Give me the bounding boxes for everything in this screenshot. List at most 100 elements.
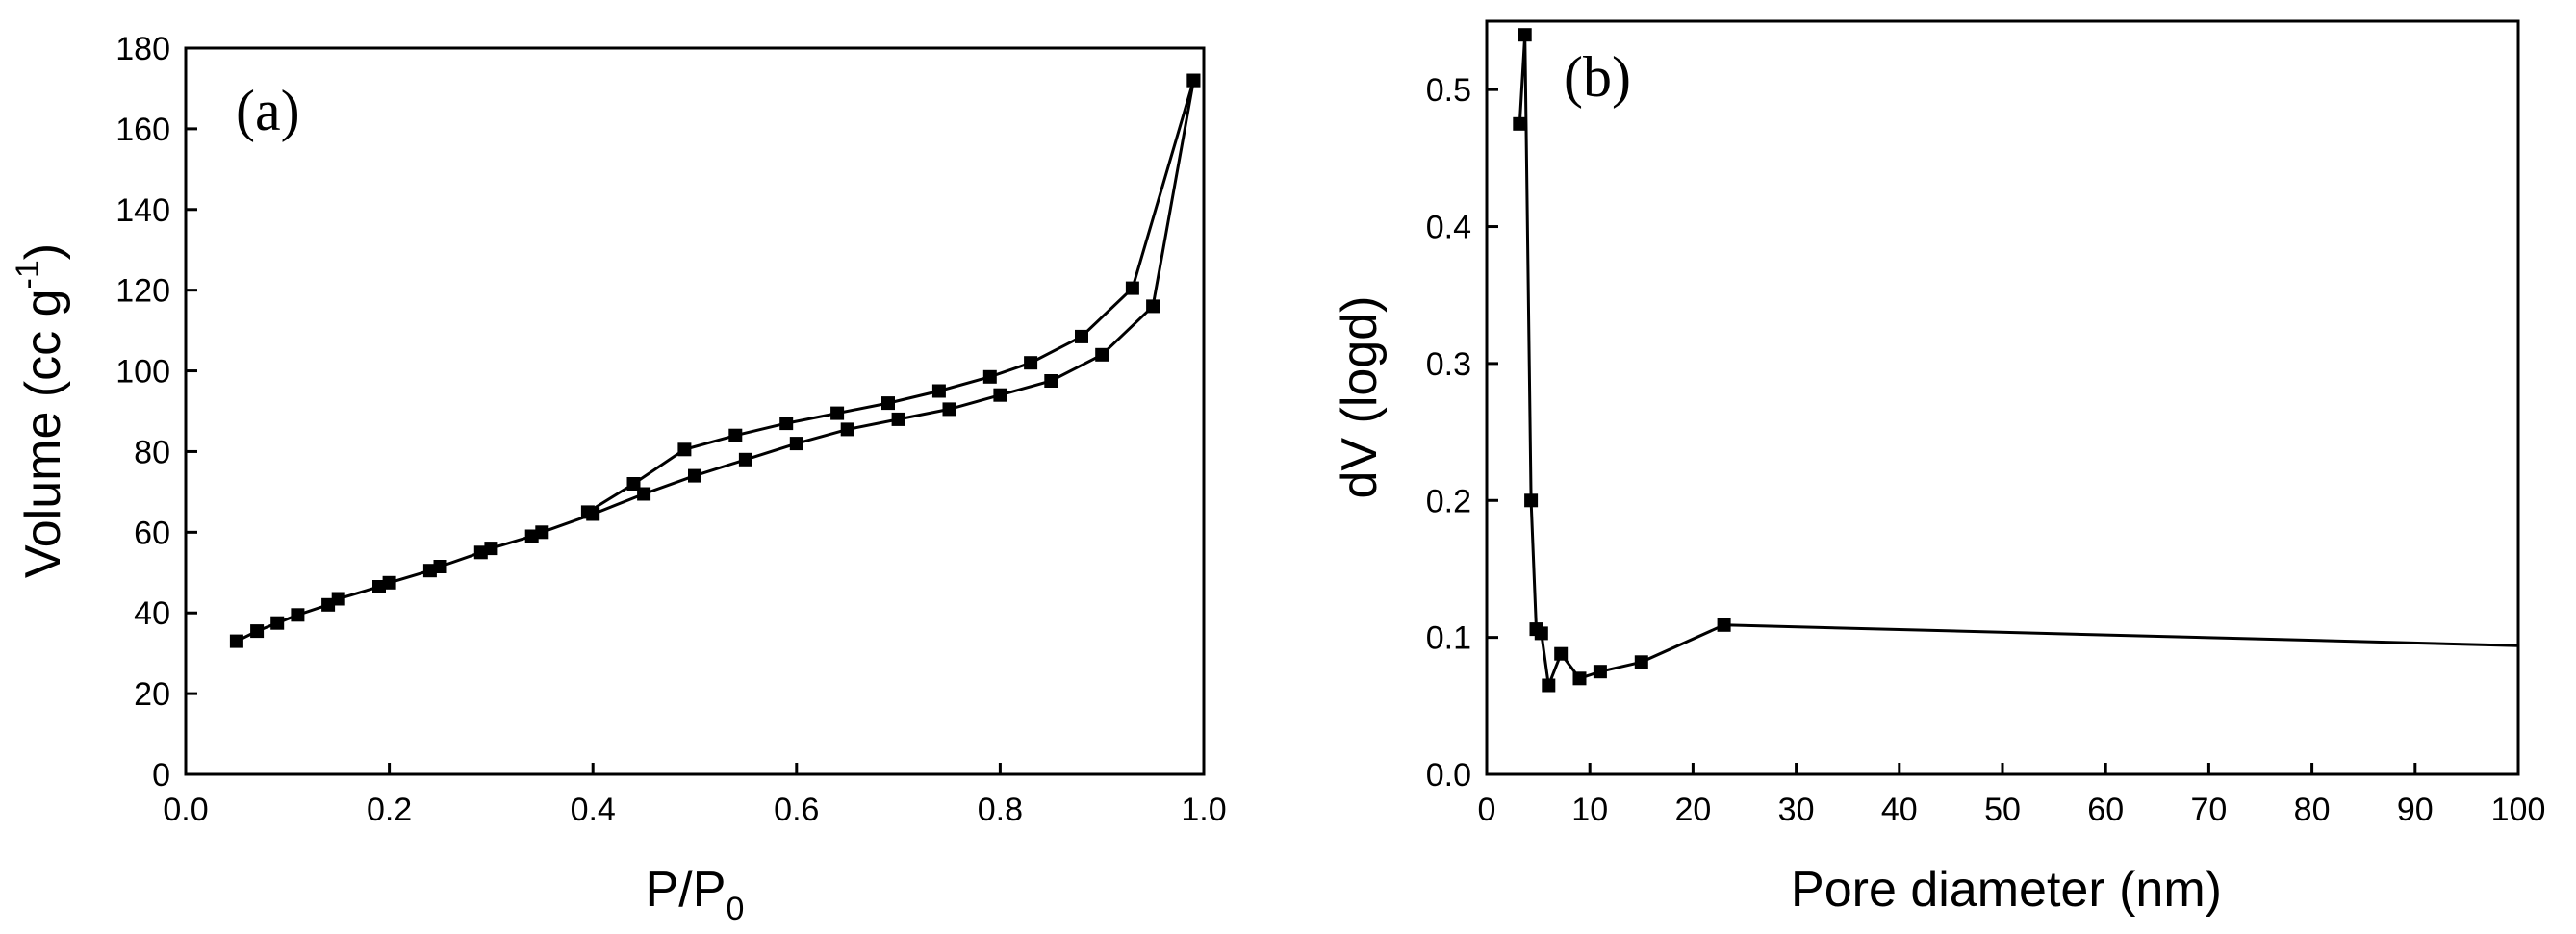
y-tick-label-a: 20	[134, 676, 170, 713]
data-point-a-1	[1075, 329, 1088, 343]
data-point-b-0	[1524, 493, 1539, 508]
data-point-a-0	[1044, 374, 1058, 388]
data-point-a-0	[250, 624, 265, 639]
data-point-a-0	[1095, 347, 1109, 362]
x-tick-label-b: 40	[1881, 792, 1918, 828]
data-point-a-1	[677, 442, 692, 457]
x-tick-label-a: 0.0	[163, 792, 208, 828]
data-point-a-1	[626, 477, 641, 491]
series-group-b	[1513, 28, 2519, 693]
data-point-a-1	[580, 505, 595, 519]
data-point-a-0	[840, 422, 854, 437]
data-point-b-0	[1542, 678, 1556, 693]
data-point-b-0	[1572, 671, 1587, 686]
y-tick-label-a: 40	[134, 595, 170, 632]
data-point-a-1	[931, 384, 946, 398]
data-point-a-0	[738, 452, 752, 467]
x-tick-label-a: 0.4	[571, 792, 616, 828]
x-axis-ticks-a: 0.0 0.2 0.4 0.6 0.8 1.0	[163, 763, 1227, 828]
data-point-a-0	[422, 564, 437, 578]
y-tick-label-b: 0.4	[1426, 210, 1471, 246]
x-axis-title-a: P/P0	[646, 862, 745, 927]
x-axis-ticks-b: 0 10 20 30 40 50 60 70 80 90 100	[1478, 763, 2546, 828]
y-tick-label-a: 120	[115, 273, 170, 310]
data-point-b-0	[1634, 655, 1648, 669]
data-point-a-0	[291, 608, 305, 622]
x-tick-label-b: 80	[2294, 792, 2331, 828]
y-tick-label-a: 60	[134, 515, 170, 551]
data-point-a-0	[1146, 299, 1160, 314]
x-tick-label-b: 50	[1984, 792, 2021, 828]
x-tick-label-b: 20	[1674, 792, 1711, 828]
x-tick-label-a: 0.6	[774, 792, 819, 828]
data-point-b-0	[1513, 116, 1527, 131]
x-tick-label-a: 0.8	[978, 792, 1023, 828]
plot-frame-b	[1485, 19, 2520, 776]
data-point-a-0	[229, 634, 243, 648]
data-point-b-0	[1717, 618, 1731, 632]
data-point-a-0	[637, 487, 651, 501]
data-point-a-1	[830, 406, 845, 420]
data-point-a-1	[881, 396, 895, 411]
x-axis-title-subscript-a: 0	[726, 891, 744, 927]
y-tick-label-a: 140	[115, 192, 170, 229]
y-axis-title-a: Volume (cc g-1)	[10, 243, 71, 578]
y-tick-label-a: 160	[115, 112, 170, 148]
x-tick-label-b: 70	[2190, 792, 2227, 828]
y-axis-title-superscript-a: -1	[10, 260, 46, 289]
x-tick-label-a: 0.2	[367, 792, 412, 828]
y-axis-ticks-b: 0.0 0.1 0.2 0.3 0.4 0.5	[1426, 72, 1498, 794]
data-point-a-1	[779, 417, 794, 431]
x-axis-title-b: Pore diameter (nm)	[1791, 862, 2222, 918]
y-tick-label-b: 0.2	[1426, 483, 1471, 519]
series-line-b-0	[1518, 35, 2519, 692]
x-tick-label-b: 10	[1571, 792, 1608, 828]
y-tick-label-b: 0.0	[1426, 757, 1471, 794]
x-tick-label-a: 1.0	[1181, 792, 1226, 828]
data-point-a-0	[993, 388, 1007, 402]
data-point-a-0	[942, 402, 956, 417]
y-tick-label-b: 0.5	[1426, 72, 1471, 109]
data-point-a-0	[891, 412, 905, 426]
chart-panel-a: (a) 0.0 0.2 0.4 0.6 0.8 1.0 0 20 40 60 80 100 120 14…	[10, 31, 1227, 927]
data-point-a-0	[321, 597, 336, 612]
x-tick-label-b: 100	[2491, 792, 2546, 828]
x-tick-label-b: 90	[2397, 792, 2434, 828]
panel-label-b: (b)	[1564, 45, 1631, 109]
y-tick-label-a: 180	[115, 31, 170, 67]
data-point-a-0	[789, 437, 803, 451]
x-tick-label-b: 0	[1478, 792, 1496, 828]
data-point-a-1	[1125, 281, 1139, 295]
data-point-b-0	[1534, 626, 1548, 641]
data-point-a-0	[473, 545, 488, 560]
plot-frame-a	[184, 46, 1206, 776]
series-group-a	[229, 73, 1201, 648]
data-point-a-0	[382, 575, 396, 590]
data-point-a-0	[433, 560, 447, 573]
data-point-b-0	[1554, 646, 1569, 661]
y-axis-ticks-a: 0 20 40 60 80 100 120 140 160 180	[115, 31, 197, 794]
data-point-a-0	[484, 542, 498, 556]
y-tick-label-a: 0	[152, 757, 170, 794]
y-tick-label-b: 0.3	[1426, 346, 1471, 383]
series-line-a-0	[236, 80, 1195, 643]
data-point-a-0	[524, 529, 539, 543]
data-point-a-0	[331, 592, 345, 606]
data-point-a-0	[372, 580, 386, 593]
data-point-a-0	[535, 525, 549, 540]
data-point-a-1	[728, 428, 743, 442]
x-tick-label-b: 30	[1778, 792, 1815, 828]
data-point-a-1	[1186, 73, 1201, 88]
y-axis-title-b: dV (logd)	[1332, 296, 1388, 499]
panel-label-a: (a)	[236, 79, 300, 142]
y-tick-label-a: 80	[134, 434, 170, 470]
y-tick-label-a: 100	[115, 354, 170, 391]
data-point-b-0	[1593, 665, 1607, 679]
data-point-a-0	[270, 616, 285, 630]
y-tick-label-b: 0.1	[1426, 620, 1471, 657]
x-tick-label-b: 60	[2087, 792, 2124, 828]
data-point-a-1	[1024, 356, 1038, 370]
data-point-a-1	[982, 369, 997, 384]
data-point-a-0	[688, 468, 701, 483]
